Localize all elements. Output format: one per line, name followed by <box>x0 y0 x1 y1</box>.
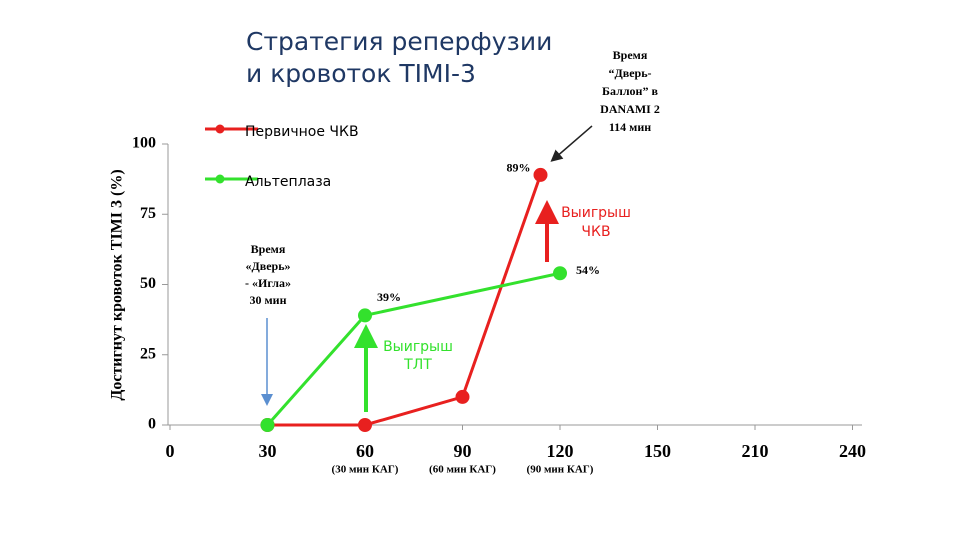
marker <box>358 418 372 432</box>
legend-label: Альтеплаза <box>245 174 331 190</box>
annotation: Выигрыш <box>383 339 453 355</box>
annotation: Выигрыш <box>561 205 631 221</box>
y-tick-label: 25 <box>140 345 156 362</box>
y-tick-label: 100 <box>132 135 156 152</box>
x-tick-label: 150 <box>644 441 671 461</box>
legend-marker <box>215 174 225 184</box>
x-tick-label: 210 <box>742 441 769 461</box>
chart-title: Стратегия реперфузии <box>246 27 552 56</box>
x-tick-label: 0 <box>166 441 175 461</box>
x-tick-label: 120 <box>547 441 574 461</box>
x-sublabel: (60 мин КАГ) <box>429 464 496 476</box>
annotation: «Дверь» <box>245 259 290 273</box>
annotation: 30 мин <box>249 293 286 307</box>
x-tick-label: 240 <box>839 441 866 461</box>
annotation: Время <box>251 242 286 256</box>
value-label: 39% <box>377 290 401 304</box>
x-sublabel: (90 мин КАГ) <box>527 464 594 476</box>
marker <box>358 308 372 323</box>
y-tick-label: 75 <box>140 205 156 222</box>
annotation: 114 мин <box>609 120 651 134</box>
annotation: ТЛТ <box>403 357 432 373</box>
marker <box>260 418 275 432</box>
marker <box>553 266 567 281</box>
x-tick-label: 90 <box>454 441 472 461</box>
marker <box>455 389 470 404</box>
x-tick-label: 30 <box>259 441 277 461</box>
annotation: Баллон” в <box>602 84 658 98</box>
legend-label: Первичное ЧКВ <box>245 124 359 140</box>
marker <box>533 167 548 182</box>
chart-title: и кровоток TIMI-3 <box>246 59 476 88</box>
x-tick-label: 60 <box>356 441 374 461</box>
annotation: “Дверь- <box>608 66 651 80</box>
annotation: Время <box>613 48 648 62</box>
y-axis-label: Достигнут кровоток TIMI 3 (%) <box>109 169 126 400</box>
annotation: ЧКВ <box>581 224 610 240</box>
y-tick-label: 50 <box>140 275 156 292</box>
value-label: 54% <box>576 263 600 277</box>
value-label: 89% <box>507 161 531 175</box>
legend-marker <box>215 124 225 134</box>
arrow <box>550 125 593 162</box>
annotation: DANAMI 2 <box>600 102 660 116</box>
annotation: - «Игла» <box>245 276 291 290</box>
line <box>267 174 542 427</box>
y-tick-label: 0 <box>148 416 156 433</box>
x-sublabel: (30 мин КАГ) <box>332 464 399 476</box>
